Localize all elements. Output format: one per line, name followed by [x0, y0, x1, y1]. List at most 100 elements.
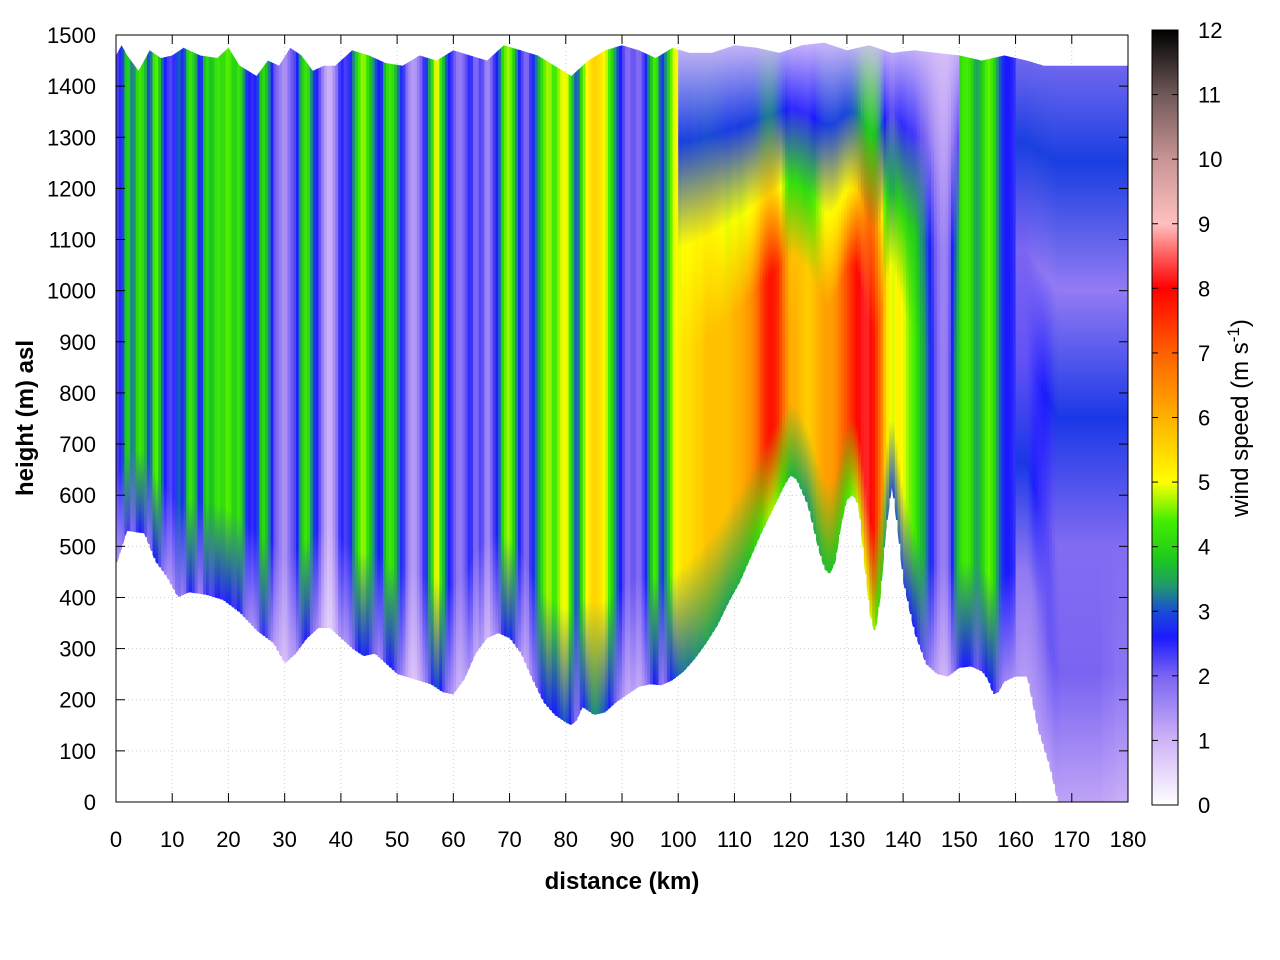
- wind-speed-band: [1046, 42, 1050, 762]
- wind-speed-band: [849, 42, 854, 497]
- wind-speed-band: [776, 42, 780, 500]
- y-tick-label: 300: [59, 637, 96, 662]
- wind-speed-band: [990, 42, 994, 691]
- wind-speed-band: [360, 42, 364, 656]
- wind-speed-band: [526, 42, 530, 670]
- y-axis-title: height (m) asl: [12, 340, 39, 496]
- wind-speed-band: [439, 42, 443, 692]
- wind-speed-band: [1015, 42, 1019, 677]
- wind-speed-band: [596, 42, 601, 715]
- wind-speed-band: [801, 42, 806, 496]
- wind-speed-band: [1125, 42, 1128, 802]
- wind-speed-band: [335, 42, 339, 635]
- wind-speed-band: [712, 42, 716, 633]
- wind-speed-band: [262, 42, 266, 636]
- wind-speed-band: [886, 42, 890, 521]
- y-tick-label: 700: [59, 432, 96, 457]
- x-tick-label: 110: [717, 827, 752, 852]
- wind-speed-band: [1032, 42, 1036, 711]
- wind-speed-band: [312, 42, 317, 632]
- wind-speed-band: [366, 42, 370, 656]
- wind-speed-band: [554, 42, 558, 716]
- wind-speed-band: [866, 42, 870, 600]
- wind-speed-band: [281, 42, 286, 662]
- wind-speed-band: [959, 42, 963, 668]
- wind-speed-band: [981, 42, 986, 674]
- wind-speed-band: [1035, 42, 1039, 724]
- wind-speed-band: [582, 42, 586, 709]
- wind-speed-band: [563, 42, 567, 722]
- wind-speed-band: [1060, 42, 1064, 802]
- wind-speed-band: [512, 42, 516, 645]
- wind-speed-band: [155, 42, 159, 564]
- wind-speed-band: [383, 42, 387, 663]
- wind-speed-band: [779, 42, 783, 494]
- wind-speed-band: [518, 42, 522, 652]
- wind-speed-band: [591, 42, 595, 715]
- wind-speed-band: [692, 42, 696, 661]
- wind-speed-band: [1029, 42, 1033, 697]
- wind-speed-band: [1024, 42, 1028, 677]
- wind-speed-band: [473, 42, 477, 657]
- x-tick-label: 80: [554, 827, 578, 852]
- y-tick-label: 1100: [49, 228, 96, 253]
- wind-speed-band: [787, 42, 792, 479]
- wind-speed-band: [636, 42, 640, 688]
- wind-speed-band: [267, 42, 272, 641]
- wind-speed-band: [414, 42, 418, 680]
- wind-speed-band: [678, 42, 682, 675]
- wind-speed-band: [821, 42, 825, 565]
- wind-speed-band: [326, 42, 331, 629]
- y-tick-label: 1200: [47, 176, 96, 201]
- wind-speed-band: [293, 42, 297, 655]
- wind-speed-band: [138, 42, 142, 533]
- y-tick-label: 0: [84, 790, 96, 815]
- wind-speed-band: [141, 42, 145, 534]
- wind-speed-band: [995, 42, 1000, 693]
- wind-speed-band: [304, 42, 308, 641]
- wind-speed-band: [903, 42, 907, 589]
- wind-speed-band: [773, 42, 778, 506]
- wind-speed-band: [284, 42, 289, 663]
- wind-speed-band: [197, 42, 201, 594]
- wind-speed-band: [208, 42, 213, 597]
- wind-speed-band: [953, 42, 958, 672]
- y-axis-ticks: 0 100 200 300 400 500 600 700 800 900 1000 1100 1200…: [47, 23, 1128, 815]
- wind-speed-band: [1009, 42, 1014, 679]
- wind-speed-band: [343, 42, 348, 643]
- wind-speed-band: [425, 42, 429, 684]
- colorbar-tick-label: 10: [1198, 147, 1222, 172]
- wind-speed-band: [754, 42, 758, 547]
- y-tick-label: 500: [59, 534, 96, 559]
- x-tick-label: 30: [272, 827, 296, 852]
- x-axis-title: distance (km): [545, 868, 700, 895]
- x-tick-label: 130: [829, 827, 866, 852]
- wind-speed-band: [984, 42, 988, 678]
- wind-speed-band: [920, 42, 924, 653]
- wind-speed-band: [1085, 42, 1090, 802]
- wind-speed-band: [509, 42, 513, 641]
- wind-speed-band: [759, 42, 764, 535]
- wind-speed-band: [1080, 42, 1084, 802]
- wind-speed-band: [813, 42, 817, 535]
- wind-speed-band: [858, 42, 862, 520]
- wind-speed-band: [689, 42, 693, 664]
- wind-speed-band: [731, 42, 735, 595]
- wind-speed-band: [501, 42, 505, 636]
- wind-speed-band: [973, 42, 977, 669]
- wind-speed-band: [925, 42, 929, 666]
- colorbar-tick-label: 6: [1198, 406, 1210, 431]
- wind-speed-band: [259, 42, 263, 634]
- wind-speed-band: [461, 42, 466, 682]
- wind-speed-band: [751, 42, 755, 554]
- wind-speed-band: [385, 42, 390, 666]
- wind-speed-band: [250, 42, 255, 627]
- wind-speed-band: [627, 42, 631, 694]
- wind-speed-field: [116, 42, 1128, 802]
- wind-speed-band: [352, 42, 356, 650]
- wind-speed-band: [967, 42, 972, 667]
- wind-speed-band: [380, 42, 384, 661]
- wind-speed-band: [793, 42, 797, 479]
